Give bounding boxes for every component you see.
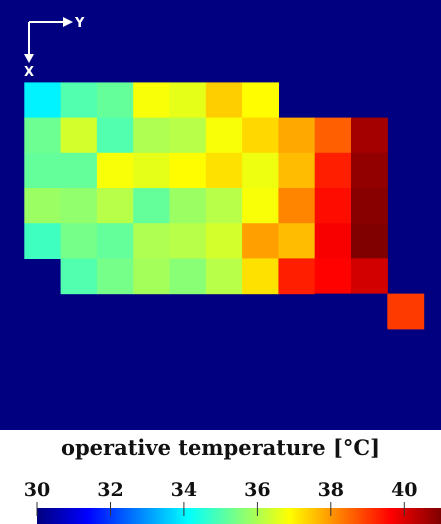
heatmap-cell xyxy=(60,223,98,259)
colorbar-title: operative temperature [°C] xyxy=(60,435,381,460)
colorbar-ticks xyxy=(36,502,405,516)
heatmap-cell xyxy=(278,117,316,154)
heatmap-cell xyxy=(133,82,171,119)
colorbar-tick-label: 30 xyxy=(24,479,50,501)
heatmap-cell xyxy=(314,188,352,224)
heatmap-cell xyxy=(351,188,388,224)
heatmap-cell xyxy=(242,188,279,224)
heatmap-cell xyxy=(60,152,98,189)
heatmap-cell xyxy=(169,258,207,295)
heatmap-cell xyxy=(96,152,134,189)
heatmap-cell xyxy=(278,188,316,224)
heatmap-cell xyxy=(24,223,62,259)
heatmap-cell xyxy=(133,223,171,259)
colorbar-tick-label: 32 xyxy=(97,479,123,501)
heatmap-cell xyxy=(351,117,388,154)
heatmap-cell xyxy=(96,258,134,295)
colorbar: 30 32 34 36 38 40 xyxy=(24,479,441,524)
orientation-axes: Y X xyxy=(24,16,85,80)
heatmap-cell xyxy=(314,152,352,189)
heatmap-cell xyxy=(314,117,352,154)
x-axis-label: X xyxy=(24,65,34,80)
heatmap-cell xyxy=(314,328,352,365)
colorbar-gradient xyxy=(37,508,441,524)
heatmap-cell xyxy=(314,47,352,83)
heatmap-cell xyxy=(205,223,243,259)
heatmap-cell xyxy=(242,223,279,259)
heatmap-cell xyxy=(242,82,279,119)
colorbar-tick-label: 40 xyxy=(391,479,417,501)
heatmap-cell xyxy=(242,117,279,154)
heatmap-cell xyxy=(133,188,171,224)
heatmap-cell xyxy=(96,117,134,154)
heatmap-cell xyxy=(24,188,62,224)
heatmap-cell xyxy=(205,258,243,295)
heatmap-cell xyxy=(169,152,207,189)
heatmap-cell xyxy=(242,152,279,189)
colorbar-tick-label: 36 xyxy=(244,479,270,501)
heatmap-cell xyxy=(96,223,134,259)
heatmap-cell xyxy=(387,293,425,330)
heatmap-cell xyxy=(60,117,98,154)
heatmap-cell xyxy=(205,188,243,224)
y-axis-label: Y xyxy=(74,16,85,31)
heatmap-cell xyxy=(242,258,279,295)
heatmap-cell xyxy=(133,152,171,189)
heatmap-cell xyxy=(314,293,352,330)
heatmap-cell xyxy=(314,258,352,295)
heatmap-cell xyxy=(133,258,171,295)
heatmap-cell xyxy=(169,117,207,154)
heatmap-cell xyxy=(205,82,243,119)
y-arrow-icon xyxy=(63,17,73,27)
colorbar-tick-labels: 30 32 34 36 38 40 xyxy=(24,479,418,501)
heatmap-cell xyxy=(60,82,98,119)
colorbar-tick-label: 38 xyxy=(318,479,344,501)
heatmap-cell xyxy=(314,82,352,119)
heatmap-cell xyxy=(60,188,98,224)
heatmap-cell xyxy=(205,152,243,189)
heatmap-cell xyxy=(351,223,388,259)
heatmap-cell xyxy=(387,82,425,119)
colorbar-tick-label: 34 xyxy=(171,479,197,501)
heatmap-cell xyxy=(96,82,134,119)
heatmap-cell xyxy=(351,258,388,295)
heatmap-cell xyxy=(169,188,207,224)
heatmap-cell xyxy=(351,328,388,365)
heatmap-cell xyxy=(24,117,62,154)
heatmap-cell xyxy=(169,82,207,119)
heatmap-cell xyxy=(278,223,316,259)
heatmap-cell xyxy=(96,188,134,224)
heatmap-cell xyxy=(314,223,352,259)
heatmap-cell xyxy=(351,82,388,119)
heatmap-cell xyxy=(278,258,316,295)
heatmap-cell xyxy=(60,258,98,295)
heatmap-cell xyxy=(133,117,171,154)
heatmap-cell xyxy=(24,82,62,119)
x-arrow-icon xyxy=(24,54,34,63)
heatmap-cell xyxy=(24,152,62,189)
heatmap-cells xyxy=(0,0,441,430)
heatmap-cell xyxy=(205,117,243,154)
heatmap-cell xyxy=(351,293,388,330)
heatmap-cell xyxy=(278,152,316,189)
heatmap-cell xyxy=(169,223,207,259)
heatmap-cell xyxy=(351,152,388,189)
temperature-heatmap: Y X xyxy=(0,0,441,430)
